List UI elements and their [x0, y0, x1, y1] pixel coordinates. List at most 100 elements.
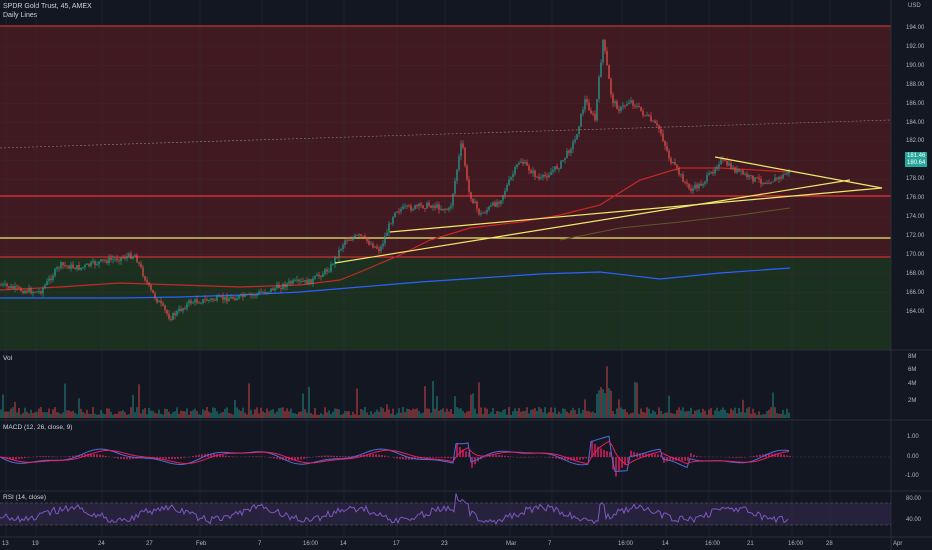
candle-body [456, 169, 458, 181]
candle-body [286, 283, 288, 288]
macd-histogram-bar [159, 457, 161, 459]
volume-bar [212, 407, 214, 418]
candle-body [590, 110, 592, 114]
volume-bar [204, 410, 206, 418]
volume-bar [598, 390, 600, 418]
macd-histogram-bar [276, 457, 278, 459]
candle-body [414, 204, 416, 210]
candle-body [292, 280, 294, 284]
volume-bar [270, 410, 272, 418]
volume-bar [176, 407, 178, 418]
candle-body [128, 253, 130, 257]
macd-histogram-bar [252, 456, 254, 457]
volume-bar [494, 414, 496, 418]
macd-histogram-bar [678, 457, 680, 461]
candle-body [220, 296, 222, 297]
candle-body [162, 303, 164, 306]
volume-bar [662, 413, 664, 418]
volume-bar [580, 413, 582, 418]
volume-bar [674, 413, 676, 418]
candle-body [612, 94, 614, 104]
macd-histogram-bar [630, 450, 632, 457]
volume-bar [756, 414, 758, 418]
candle-body [516, 164, 518, 168]
volume-bar [276, 411, 278, 418]
candle-body [482, 212, 484, 214]
candle-body [550, 171, 552, 176]
volume-bar [460, 408, 462, 418]
trendline-upper[interactable] [714, 156, 883, 189]
candle-body [386, 232, 388, 237]
macd-histogram-bar [126, 457, 128, 460]
macd-histogram-bar [210, 453, 212, 457]
volume-bar [712, 414, 714, 418]
volume-bar [482, 414, 484, 418]
candle-body [258, 291, 260, 294]
candle-body [468, 179, 470, 192]
candle-body [194, 299, 196, 303]
candle-body [426, 202, 428, 209]
volume-bar [664, 412, 666, 418]
volume-bar [6, 411, 8, 418]
macd-histogram-bar [771, 453, 773, 457]
volume-bar [174, 411, 176, 418]
candle-body [458, 156, 460, 170]
candle-body [608, 65, 610, 79]
trendline-lower-long[interactable] [334, 179, 851, 264]
macd-histogram-bar [399, 457, 401, 460]
candle-body [294, 280, 296, 282]
macd-pane-title[interactable]: MACD (12, 26, close, 9) [3, 424, 73, 431]
dotted-resistance-line[interactable] [0, 119, 892, 149]
macd-histogram-bar [144, 457, 146, 459]
symbol-title[interactable]: SPDR Gold Trust, 45, AMEX [3, 3, 92, 10]
candle-body [46, 280, 48, 285]
volume-bar [132, 394, 134, 418]
candle-body [0, 285, 2, 286]
volume-pane-title[interactable]: Vol [3, 355, 13, 362]
macd-histogram-bar [309, 457, 311, 458]
candle-body [266, 292, 268, 294]
rsi-pane-title[interactable]: RSI (14, close) [3, 494, 46, 501]
candle-body [434, 205, 436, 208]
volume-bar [364, 407, 366, 418]
volume-bar [60, 413, 62, 418]
volume-bar [764, 414, 766, 418]
price-tick: 170.00 [906, 251, 925, 258]
trendline-lower-2[interactable] [389, 187, 883, 233]
volume-bar [770, 407, 772, 418]
volume-bar [106, 408, 108, 418]
volume-bars [0, 366, 790, 418]
candle-body [94, 261, 96, 265]
candle-body [476, 201, 478, 209]
candle-body [748, 175, 750, 178]
candle-body [454, 180, 456, 194]
volume-bar [634, 381, 636, 418]
macd-histogram-bar [156, 457, 158, 459]
candle-body [124, 257, 126, 259]
volume-bar [148, 408, 150, 418]
volume-bar [66, 410, 68, 418]
candle-body [542, 174, 544, 178]
volume-bar [442, 408, 444, 418]
volume-bar [150, 410, 152, 418]
study-label-daily-lines[interactable]: Daily Lines [3, 12, 38, 19]
vertical-gridlines [5, 0, 831, 537]
candle-body [298, 279, 300, 282]
candle-body [510, 177, 512, 180]
volume-bar [210, 412, 212, 418]
candle-body [512, 174, 514, 178]
volume-bar [246, 414, 248, 418]
candle-body [592, 113, 594, 115]
volume-bar [644, 412, 646, 418]
candle-body [108, 257, 110, 264]
candle-body [554, 166, 556, 171]
candle-body [18, 286, 20, 288]
volume-bar [280, 407, 282, 418]
macd-histogram-bar [627, 457, 629, 463]
candle-body [316, 274, 318, 277]
candle-body [362, 235, 364, 237]
volume-bar [292, 413, 294, 418]
volume-bar [334, 408, 336, 418]
volume-bar [562, 408, 564, 418]
